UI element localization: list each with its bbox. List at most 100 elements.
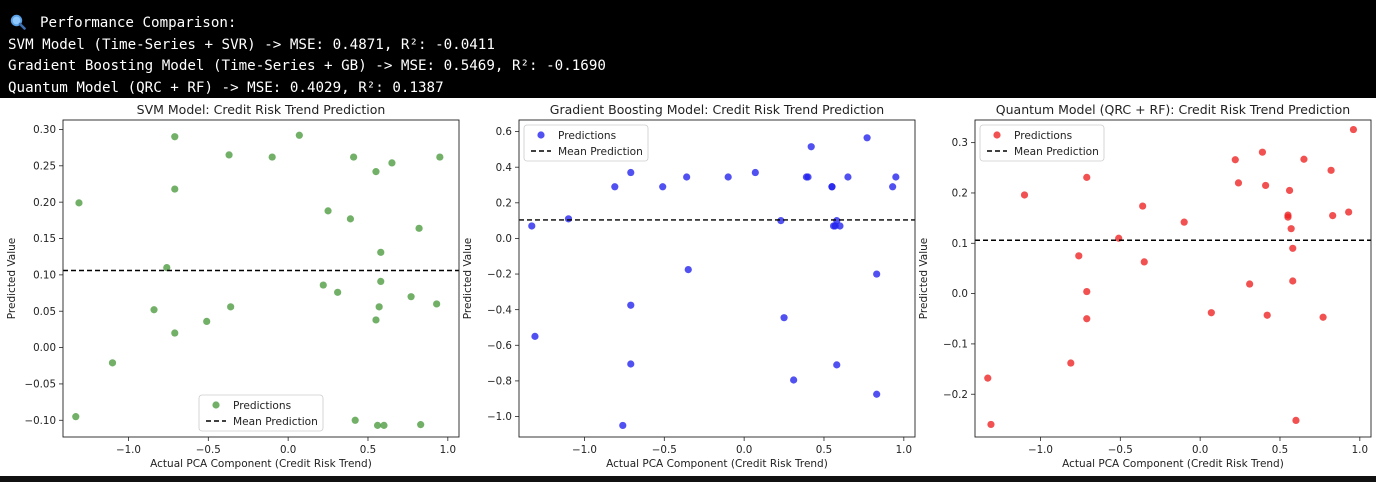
- chart-title: Quantum Model (QRC + RF): Credit Risk Tr…: [996, 102, 1350, 117]
- y-tick-label: 0.10: [33, 269, 56, 281]
- x-tick-label: 0.5: [360, 444, 376, 456]
- y-tick-label: −0.4: [487, 304, 512, 316]
- data-point: [627, 360, 635, 368]
- chart-2: Gradient Boosting Model: Credit Risk Tre…: [462, 102, 916, 470]
- legend: Predictions Mean Prediction: [523, 124, 649, 162]
- data-point: [150, 306, 158, 314]
- data-point: [724, 173, 732, 181]
- data-point: [372, 316, 380, 324]
- y-tick-label: −0.6: [487, 340, 512, 352]
- x-axis-label: Actual PCA Component (Credit Risk Trend): [150, 458, 372, 470]
- y-axis-label: Predicted Value: [918, 238, 930, 319]
- data-point: [531, 332, 539, 340]
- y-tick-label: −0.2: [943, 389, 968, 401]
- data-point: [659, 183, 667, 191]
- data-point: [1292, 416, 1300, 424]
- y-tick-label: 0.6: [496, 126, 512, 138]
- data-point: [828, 183, 836, 191]
- data-point: [873, 270, 881, 278]
- y-axis-label: Predicted Value: [6, 238, 18, 319]
- axes-frame: [518, 119, 916, 438]
- data-point: [751, 168, 759, 177]
- y-tick-label: −0.1: [943, 339, 968, 351]
- legend-marker-predictions: [537, 131, 545, 139]
- data-point: [351, 416, 359, 424]
- data-point: [627, 301, 635, 309]
- data-point: [1345, 208, 1353, 216]
- data-point: [433, 300, 441, 308]
- y-axis-label: Predicted Value: [462, 238, 474, 319]
- y-tick-label: 0.0: [952, 288, 968, 300]
- data-point: [227, 303, 235, 311]
- data-point: [415, 224, 423, 232]
- data-point: [1327, 166, 1335, 174]
- data-point: [373, 421, 382, 429]
- y-tick-label: 0.30: [33, 124, 56, 136]
- data-point: [319, 281, 327, 289]
- x-tick-label: 1.0: [1352, 444, 1368, 456]
- data-point: [1139, 202, 1147, 210]
- legend-box: [523, 124, 649, 162]
- data-point: [1263, 311, 1271, 319]
- x-tick-label: 0.0: [736, 444, 752, 456]
- data-point: [804, 173, 812, 181]
- data-point: [619, 421, 627, 430]
- y-tick-label: 0.20: [33, 197, 56, 209]
- chart-title: SVM Model: Credit Risk Trend Prediction: [137, 102, 386, 117]
- data-point: [790, 376, 798, 384]
- data-point: [1140, 258, 1148, 266]
- data-point: [417, 421, 425, 429]
- y-tick-label: −0.05: [24, 379, 56, 391]
- data-point: [377, 277, 385, 286]
- data-point: [528, 222, 536, 230]
- x-tick-label: 0.0: [1192, 444, 1208, 456]
- data-point: [1231, 156, 1239, 164]
- data-point: [388, 159, 396, 167]
- data-point: [611, 183, 619, 191]
- data-point: [984, 374, 992, 382]
- legend-label-mean: Mean Prediction: [233, 416, 318, 428]
- legend-marker-predictions: [212, 401, 220, 409]
- data-point: [436, 153, 444, 161]
- legend-box: [198, 394, 324, 432]
- y-tick-label: −0.2: [487, 269, 512, 281]
- data-point: [889, 183, 897, 191]
- y-tick-label: −0.8: [487, 376, 512, 388]
- data-point: [1246, 280, 1254, 288]
- legend-marker-predictions: [993, 131, 1001, 139]
- data-point: [346, 215, 355, 223]
- legend-box: [979, 124, 1105, 162]
- data-point: [1075, 252, 1083, 260]
- data-point: [380, 421, 388, 429]
- data-point: [1329, 212, 1337, 220]
- x-tick-label: −0.5: [652, 444, 677, 456]
- data-point: [1083, 287, 1091, 296]
- data-point: [1020, 191, 1029, 199]
- legend-label-mean: Mean Prediction: [558, 146, 643, 158]
- data-point: [1207, 309, 1215, 317]
- data-point: [564, 215, 573, 223]
- data-point: [171, 329, 179, 337]
- data-point: [72, 413, 80, 421]
- data-point: [324, 207, 332, 215]
- data-point: [377, 248, 385, 256]
- console-line-quantum: Quantum Model (QRC + RF) -> MSE: 0.4029,…: [8, 80, 444, 96]
- x-tick-label: −1.0: [572, 444, 597, 456]
- data-point: [627, 168, 635, 177]
- data-point: [108, 359, 117, 367]
- chart-3: Quantum Model (QRC + RF): Credit Risk Tr…: [918, 102, 1372, 470]
- data-point: [163, 263, 171, 272]
- data-point: [844, 173, 852, 181]
- data-point: [780, 314, 788, 322]
- axes-frame: [62, 119, 460, 438]
- x-axis-label: Actual PCA Component (Credit Risk Trend): [1062, 458, 1284, 470]
- data-point: [375, 303, 383, 311]
- legend-label-predictions: Predictions: [233, 400, 291, 412]
- y-tick-label: 0.2: [952, 188, 968, 200]
- data-point: [1180, 218, 1188, 226]
- data-point: [807, 143, 815, 151]
- data-point: [75, 199, 83, 207]
- y-tick-label: 0.15: [33, 233, 56, 245]
- x-tick-label: 0.5: [1272, 444, 1288, 456]
- data-point: [683, 173, 691, 181]
